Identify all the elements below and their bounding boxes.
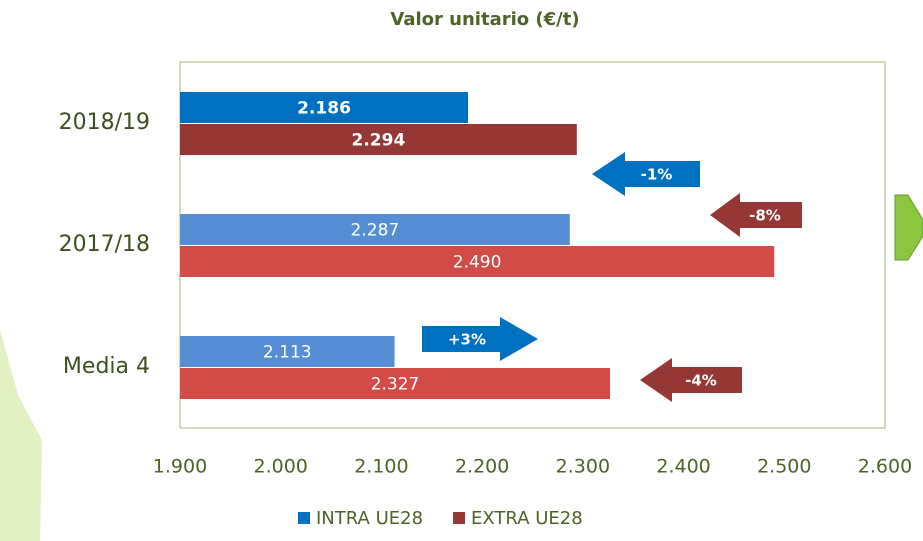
annotation-arrow: [422, 317, 538, 361]
annotation: -8%: [749, 207, 781, 225]
y-tick-label: 2017/18: [59, 232, 150, 257]
annotation: -4%: [685, 372, 717, 390]
legend-swatch: [298, 512, 310, 524]
legend-swatch: [453, 512, 466, 524]
x-tick-label: 1.900: [153, 456, 207, 478]
x-tick-label: 2.100: [354, 456, 408, 478]
y-tick-label: 2018/19: [59, 110, 150, 135]
x-tick-label: 2.500: [757, 456, 811, 478]
decoration: [894, 194, 923, 261]
x-tick-label: 2.200: [455, 456, 509, 478]
data-label: 2.490: [453, 253, 502, 273]
annotation: -1%: [641, 166, 673, 184]
x-tick-label: 2.000: [254, 456, 308, 478]
bar: [180, 368, 611, 399]
decoration: [0, 330, 42, 541]
data-label: 2.287: [351, 221, 400, 241]
y-tick-label: Media 4: [63, 354, 150, 379]
data-label: 2.327: [371, 375, 420, 395]
x-tick-label: 2.600: [858, 456, 912, 478]
data-label: 2.294: [352, 131, 406, 151]
x-tick-label: 2.400: [656, 456, 710, 478]
bar: [180, 246, 775, 277]
annotation-arrow: [592, 152, 700, 196]
legend-label: EXTRA UE28: [471, 508, 583, 529]
bar: [180, 214, 570, 245]
annotation-arrow: [640, 358, 742, 402]
legend-label: INTRA UE28: [316, 508, 423, 529]
bar: [180, 124, 577, 155]
annotation-arrow: [710, 193, 802, 237]
bar: [180, 336, 395, 367]
x-tick-label: 2.300: [556, 456, 610, 478]
chart-title: Valor unitario (€/t): [390, 9, 579, 30]
data-label: 2.113: [263, 343, 312, 363]
annotation: +3%: [448, 331, 486, 349]
data-label: 2.186: [297, 99, 351, 119]
bar: [180, 92, 469, 123]
